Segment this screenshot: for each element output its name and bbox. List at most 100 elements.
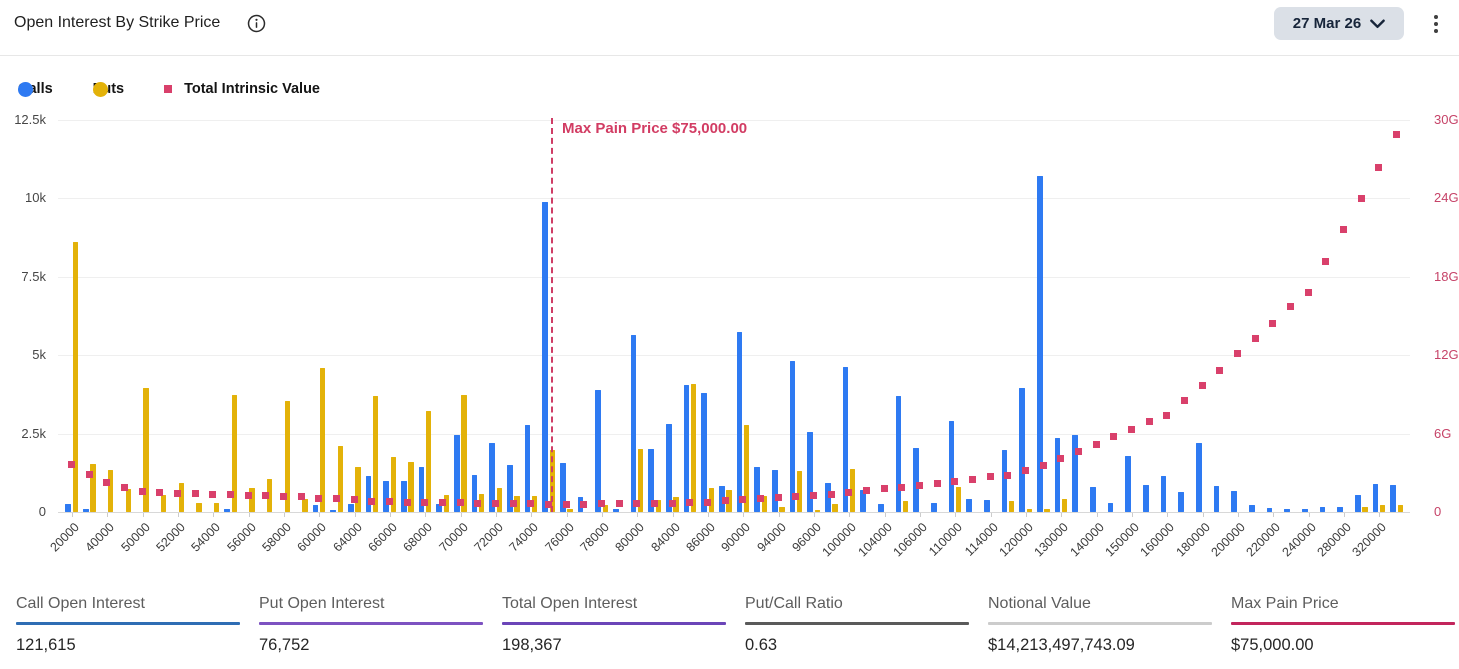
stat-value: 121,615 <box>16 635 76 654</box>
expiry-dropdown[interactable]: 27 Mar 26 <box>1274 7 1404 40</box>
put-bar <box>319 368 326 512</box>
call-bar <box>966 498 972 512</box>
put-bar <box>390 456 397 512</box>
intrinsic-value-point <box>686 499 694 507</box>
intrinsic-value-point <box>1181 397 1189 405</box>
expiry-dropdown-value: 27 Mar 26 <box>1292 15 1362 32</box>
stat-label: Total Open Interest <box>502 595 638 612</box>
put-bar <box>284 400 291 512</box>
gridline <box>58 355 1410 357</box>
intrinsic-value-point <box>1287 303 1295 311</box>
intrinsic-value-point <box>1004 471 1012 479</box>
intrinsic-value-point <box>545 500 552 508</box>
stat-underline <box>16 622 240 625</box>
call-bar <box>666 424 672 512</box>
open-interest-chart: 0 0 2.5k 6G 5k 12G 7.5k 18G 10k 24G 12.5k 30G 20000 4… <box>14 112 1459 559</box>
intrinsic-value-point <box>509 500 517 508</box>
call-bar <box>613 508 619 512</box>
put-bar <box>266 478 273 512</box>
x-axis-tick <box>672 513 674 517</box>
intrinsic-value-point <box>1251 334 1259 342</box>
call-bar <box>471 474 478 512</box>
put-bar <box>655 500 662 512</box>
x-axis-tick <box>566 513 568 517</box>
intrinsic-value-point <box>156 488 164 496</box>
x-axis-tick <box>213 513 215 517</box>
x-axis-line <box>58 512 1410 513</box>
stat-label: Call Open Interest <box>16 595 145 612</box>
put-bar <box>690 384 697 512</box>
call-bar <box>560 463 566 512</box>
call-bar <box>683 384 690 512</box>
call-bar <box>542 201 548 512</box>
put-bar <box>955 487 962 512</box>
call-bar <box>630 334 637 512</box>
x-axis-tick <box>142 513 144 517</box>
x-axis-tick <box>955 513 957 517</box>
put-bar <box>302 498 308 512</box>
put-bar <box>355 467 361 512</box>
x-axis-tick <box>743 513 745 517</box>
x-axis-tick <box>72 513 73 517</box>
put-bar <box>107 470 114 512</box>
intrinsic-value-point <box>863 486 870 494</box>
put-bar <box>1379 504 1386 512</box>
page-title: Open Interest By Strike Price <box>14 14 221 31</box>
intrinsic-value-point <box>898 483 906 491</box>
right-axis-tick: 30G <box>1434 112 1459 127</box>
intrinsic-value-point <box>333 495 340 503</box>
put-bar <box>514 496 520 512</box>
intrinsic-value-point <box>1340 226 1348 234</box>
put-bar <box>125 489 132 512</box>
intrinsic-value-point <box>810 491 817 499</box>
intrinsic-value-point <box>1022 467 1030 475</box>
intrinsic-value-point <box>1357 194 1365 202</box>
stat-value: $75,000.00 <box>1231 635 1314 654</box>
stat-notional-value: Notional Value $14,213,497,743.09 <box>988 585 1231 655</box>
put-bar <box>761 495 768 512</box>
left-axis-tick: 0 <box>38 504 46 519</box>
legend-item-puts[interactable]: Puts <box>92 81 124 97</box>
call-bar <box>860 489 866 512</box>
intrinsic-value-point <box>1057 454 1065 462</box>
left-axis-tick: 7.5k <box>21 268 46 284</box>
call-bar <box>1372 483 1379 512</box>
call-bar <box>789 361 796 512</box>
intrinsic-value-point <box>474 499 482 507</box>
intrinsic-value-point <box>227 491 234 499</box>
put-bar <box>637 448 644 512</box>
legend-item-calls[interactable]: Calls <box>18 81 53 97</box>
stat-label: Max Pain Price <box>1231 595 1339 612</box>
call-bar <box>383 481 389 512</box>
call-bar <box>648 448 654 512</box>
call-bar <box>330 510 336 512</box>
call-bar <box>312 504 319 512</box>
kebab-menu-icon[interactable] <box>1427 10 1445 38</box>
header-divider <box>0 55 1459 56</box>
put-bar <box>72 242 79 512</box>
intrinsic-value-point <box>403 498 411 506</box>
intrinsic-value-point <box>191 489 199 497</box>
call-bar <box>436 503 442 512</box>
call-bar <box>1090 486 1096 512</box>
right-axis-tick: 18G <box>1434 268 1459 284</box>
info-icon[interactable] <box>247 14 266 33</box>
put-bar <box>832 503 838 512</box>
put-bar <box>231 394 238 512</box>
intrinsic-value-point <box>315 494 323 502</box>
call-bar <box>83 508 89 512</box>
intrinsic-value-point <box>704 498 711 506</box>
legend-item-intrinsic[interactable]: Total Intrinsic Value <box>164 81 320 97</box>
x-axis-tick <box>1167 513 1169 517</box>
put-bar <box>531 496 538 512</box>
intrinsic-value-point <box>244 491 252 499</box>
call-bar <box>524 424 531 512</box>
intrinsic-value-point <box>103 479 111 487</box>
x-axis-tick <box>637 513 639 517</box>
intrinsic-value-point <box>1322 257 1330 265</box>
x-axis-tick <box>849 513 851 517</box>
call-bar <box>895 396 902 512</box>
stat-label: Put Open Interest <box>259 595 385 612</box>
intrinsic-value-point <box>1163 412 1171 420</box>
call-bar <box>1213 485 1220 512</box>
